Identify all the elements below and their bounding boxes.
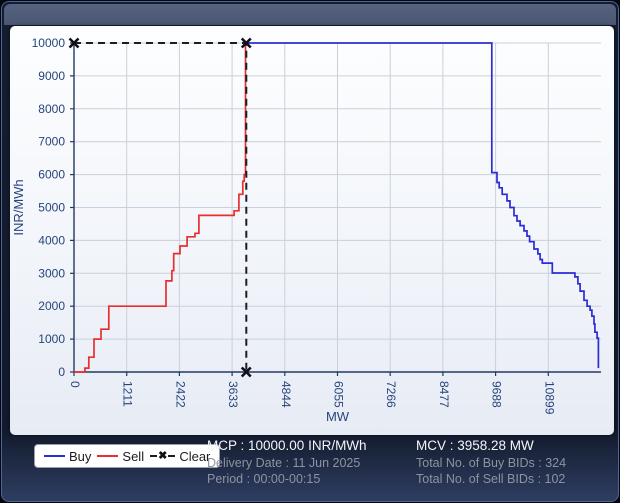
svg-text:6055: 6055 — [332, 381, 346, 408]
legend-item-sell: Sell — [97, 449, 144, 464]
svg-text:6000: 6000 — [38, 168, 65, 182]
legend-item-buy: Buy — [44, 449, 91, 464]
total-sell-bids: Total No. of Sell BIDs : 102 — [416, 472, 566, 486]
svg-text:1000: 1000 — [38, 332, 65, 346]
market-clearing-chart: 0 1000 2000 3000 4000 5000 6000 7000 8000 9000 100… — [11, 36, 601, 424]
svg-text:8000: 8000 — [38, 102, 65, 116]
mcp-stats-block: MCP : 10000.00 INR/MWh Delivery Date : 1… — [207, 437, 367, 487]
svg-text:7266: 7266 — [384, 381, 398, 408]
mcv-value: MCV : 3958.28 MW — [416, 438, 534, 453]
svg-text:5000: 5000 — [38, 201, 65, 215]
mcv-stats-block: MCV : 3958.28 MW Total No. of Buy BIDs :… — [416, 437, 566, 487]
svg-text:2422: 2422 — [173, 381, 187, 408]
svg-text:10899: 10899 — [542, 381, 556, 415]
total-buy-bids: Total No. of Buy BIDs : 324 — [416, 456, 567, 470]
svg-text:1211: 1211 — [121, 381, 135, 407]
chart-panel: 0 1000 2000 3000 4000 5000 6000 7000 8000 9000 100… — [10, 26, 614, 435]
period: Period : 00:00-00:15 — [207, 472, 321, 486]
x-marker-icon: ✖ — [158, 450, 168, 462]
svg-text:MW: MW — [326, 409, 350, 424]
legend-label-buy: Buy — [69, 448, 92, 464]
svg-text:10000: 10000 — [32, 36, 66, 50]
svg-text:INR/MWh: INR/MWh — [11, 179, 26, 235]
legend-label-clear: Clear — [179, 448, 211, 464]
svg-text:8477: 8477 — [437, 381, 451, 408]
svg-text:4000: 4000 — [38, 233, 65, 247]
legend-item-clear: ✖ Clear — [150, 449, 210, 464]
bottom-info-panel: Buy Sell ✖ Clear MCP : 10000.00 INR/MWh … — [2, 435, 618, 495]
svg-text:7000: 7000 — [38, 135, 65, 149]
svg-text:0: 0 — [58, 365, 65, 379]
sell-line-icon — [97, 455, 119, 457]
svg-text:0: 0 — [68, 381, 82, 388]
svg-text:2000: 2000 — [38, 299, 65, 313]
svg-text:9688: 9688 — [490, 381, 504, 408]
mcp-value: MCP : 10000.00 INR/MWh — [207, 438, 367, 453]
title-bar[interactable] — [4, 4, 616, 25]
buy-line-icon — [44, 455, 65, 457]
svg-text:4844: 4844 — [279, 381, 293, 408]
svg-text:3000: 3000 — [38, 266, 65, 280]
chart-legend: Buy Sell ✖ Clear — [34, 444, 221, 468]
svg-text:9000: 9000 — [38, 69, 65, 83]
svg-text:3633: 3633 — [226, 381, 240, 408]
clear-dashed-line-icon: ✖ — [150, 450, 176, 462]
legend-label-sell: Sell — [122, 448, 145, 464]
delivery-date: Delivery Date : 11 Jun 2025 — [207, 456, 361, 470]
